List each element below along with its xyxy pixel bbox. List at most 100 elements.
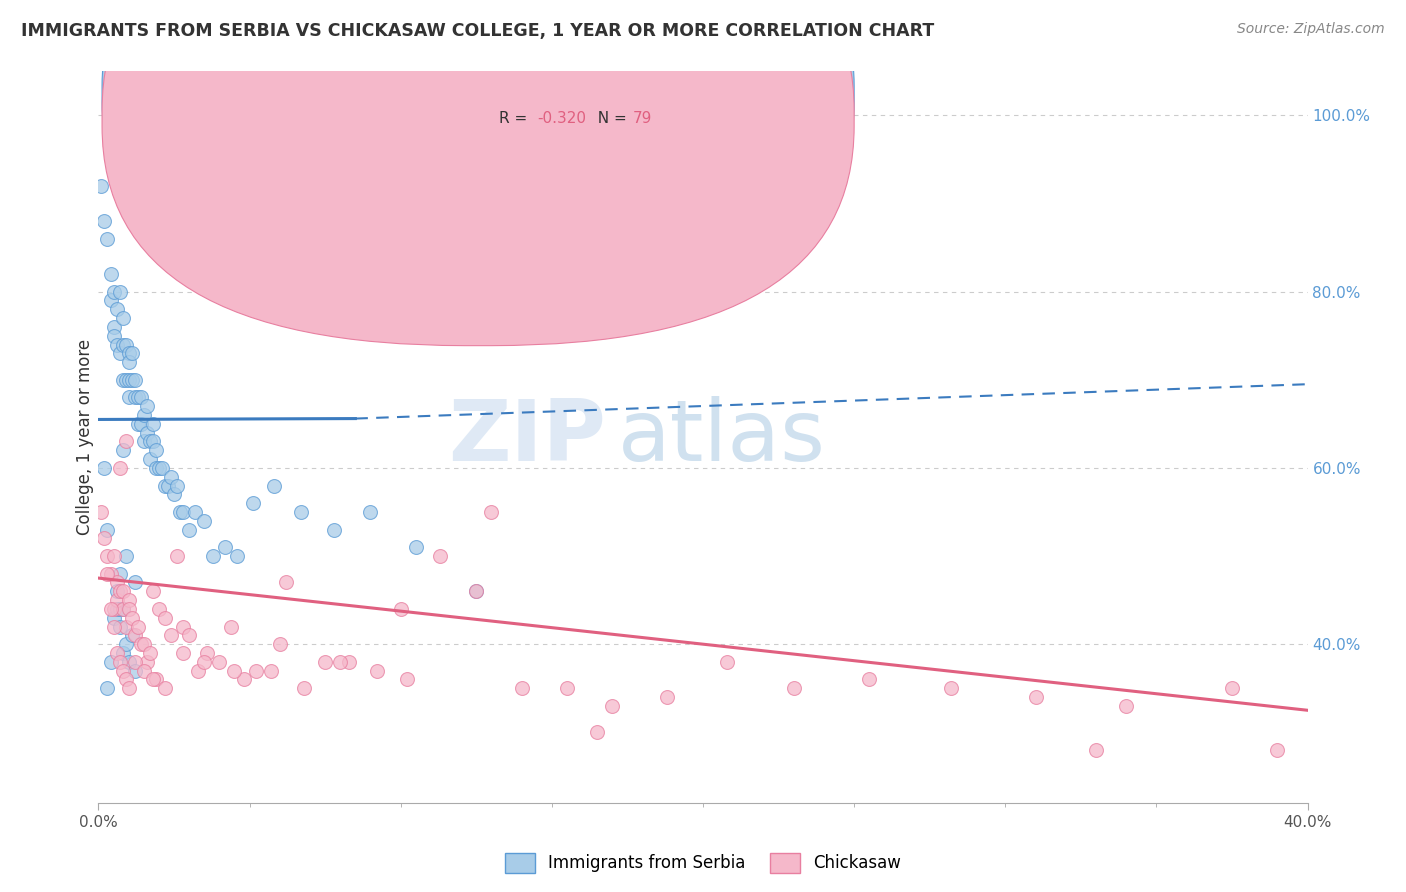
Point [108,584,131,599]
Point [150,461,173,475]
Point [118,593,141,607]
Point [132,408,155,422]
Point [114,434,136,449]
Point [124,391,146,405]
Point [108,285,131,299]
Point [429,549,451,563]
Point [100,293,122,308]
Point [292,681,315,696]
Point [114,619,136,633]
Point [103,285,125,299]
Point [135,399,157,413]
Point [290,505,312,519]
Point [145,673,167,687]
Point [114,549,136,563]
Text: atlas: atlas [619,395,827,479]
Point [90,505,112,519]
Point [103,328,125,343]
Point [153,478,176,492]
Point [481,505,503,519]
Point [100,602,122,616]
Point [108,346,131,360]
Point [100,655,122,669]
Point [111,311,134,326]
Point [160,628,183,642]
Point [105,575,128,590]
Point [124,373,146,387]
Point [111,373,134,387]
Point [132,637,155,651]
Point [166,478,188,492]
Point [263,478,285,492]
Point [172,619,194,633]
Point [139,452,162,467]
Point [118,346,141,360]
Legend: Immigrants from Serbia, Chickasaw: Immigrants from Serbia, Chickasaw [498,847,908,880]
Point [314,655,336,669]
Point [166,549,188,563]
Point [111,602,134,616]
Text: 0.013: 0.013 [543,87,586,102]
Point [135,425,157,440]
Point [193,514,215,528]
Point [224,664,246,678]
Point [142,434,165,449]
Point [142,584,165,599]
Point [329,655,352,669]
Point [124,575,146,590]
Point [96,549,118,563]
Point [1024,690,1046,704]
Point [127,619,149,633]
Point [118,655,141,669]
Point [111,337,134,351]
Point [127,417,149,431]
Point [465,584,488,599]
Point [274,575,297,590]
Point [129,637,152,651]
Point [111,584,134,599]
Point [148,461,170,475]
Point [145,461,167,475]
Point [96,566,118,581]
Point [260,664,283,678]
Text: 79: 79 [633,111,652,126]
Point [1267,743,1289,757]
Point [195,646,218,660]
Point [111,664,134,678]
Point [124,664,146,678]
Text: 80: 80 [633,87,652,102]
Point [121,346,143,360]
Point [114,673,136,687]
Point [127,391,149,405]
Point [96,681,118,696]
Point [118,602,141,616]
Point [96,523,118,537]
Point [108,655,131,669]
Point [105,646,128,660]
FancyBboxPatch shape [103,0,855,345]
Point [153,611,176,625]
Point [179,628,201,642]
Point [93,461,115,475]
Point [156,478,179,492]
Point [602,698,624,713]
Text: N =: N = [582,87,626,102]
Text: R =: R = [499,111,531,126]
Point [586,725,609,739]
Point [96,232,118,246]
Point [111,443,134,458]
Point [124,655,146,669]
Point [214,540,236,554]
Point [93,532,115,546]
Point [172,646,194,660]
Point [132,664,155,678]
Point [153,681,176,696]
Point [465,584,488,599]
Point [114,337,136,351]
Point [103,611,125,625]
Point [114,637,136,651]
Point [121,611,143,625]
Point [232,673,254,687]
Point [100,267,122,281]
Point [142,673,165,687]
